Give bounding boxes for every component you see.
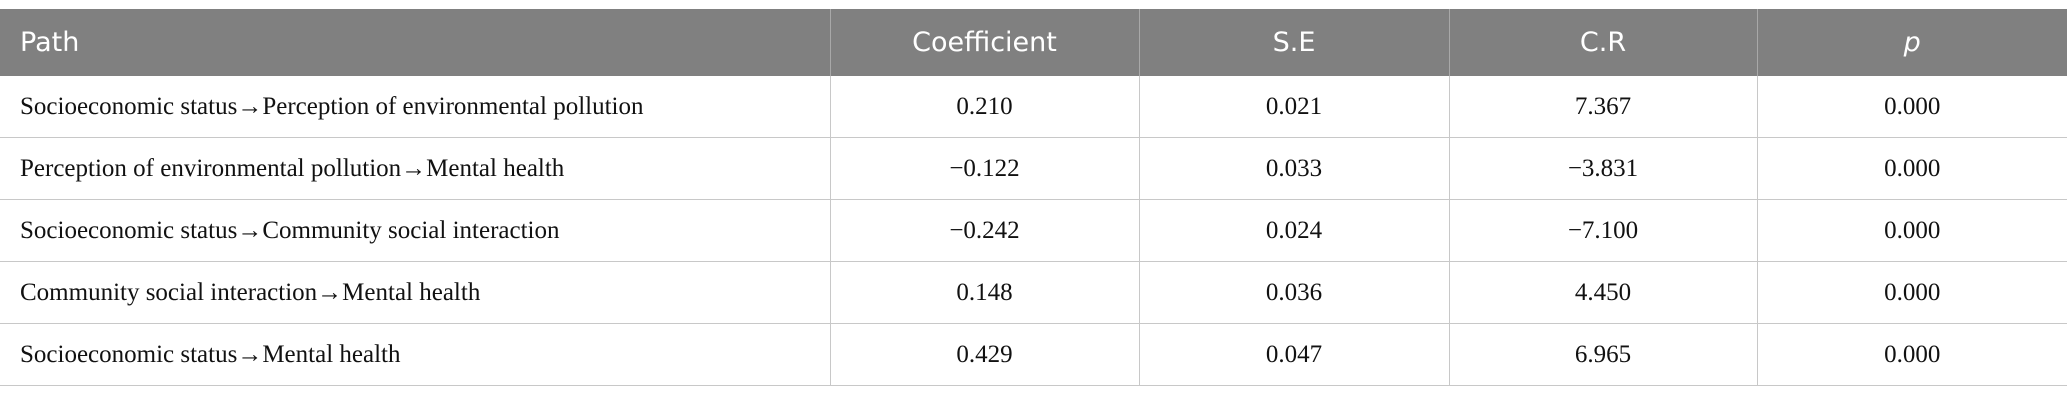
column-header: S.E: [1138, 9, 1449, 76]
value-cell: 0.148: [829, 261, 1139, 324]
header-row: Path Coefficient S.E C.R p: [0, 9, 2067, 76]
table-body: Socioeconomic status→Perception of envir…: [0, 76, 2067, 386]
value-cell: 0.036: [1138, 261, 1449, 324]
path-cell: Socioeconomic status→Perception of envir…: [0, 76, 830, 138]
value-cell: 4.450: [1448, 261, 1757, 324]
column-header: p: [1756, 9, 2067, 76]
value-cell: 7.367: [1448, 76, 1757, 138]
value-cell: 0.021: [1138, 76, 1449, 138]
value-cell: −0.122: [829, 137, 1139, 200]
value-cell: 0.000: [1756, 137, 2067, 200]
column-header: C.R: [1448, 9, 1757, 76]
value-cell: 0.047: [1138, 323, 1449, 386]
value-cell: 0.000: [1756, 199, 2067, 262]
table-row: Perception of environmental pollution→Me…: [0, 137, 2067, 200]
value-cell: 0.024: [1138, 199, 1449, 262]
path-cell: Socioeconomic status→Mental health: [0, 323, 830, 386]
value-cell: 0.210: [829, 76, 1139, 138]
table-container: Path Coefficient S.E C.R p Socioeconomic sta…: [0, 9, 2067, 386]
value-cell: 0.429: [829, 323, 1139, 386]
table-row: Community social interaction→Mental heal…: [0, 261, 2067, 324]
value-cell: −0.242: [829, 199, 1139, 262]
column-header: Path: [0, 9, 830, 76]
path-cell: Socioeconomic status→Community social in…: [0, 199, 830, 262]
table-row: Socioeconomic status→Perception of envir…: [0, 76, 2067, 138]
path-cell: Community social interaction→Mental heal…: [0, 261, 830, 324]
value-cell: 0.033: [1138, 137, 1449, 200]
value-cell: −7.100: [1448, 199, 1757, 262]
column-header: Coefficient: [829, 9, 1139, 76]
value-cell: 0.000: [1756, 76, 2067, 138]
table-row: Socioeconomic status→Community social in…: [0, 199, 2067, 262]
value-cell: −3.831: [1448, 137, 1757, 200]
path-cell: Perception of environmental pollution→Me…: [0, 137, 830, 200]
table-row: Socioeconomic status→Mental health 0.429 0…: [0, 323, 2067, 386]
value-cell: 6.965: [1448, 323, 1757, 386]
value-cell: 0.000: [1756, 323, 2067, 386]
results-table: Path Coefficient S.E C.R p Socioeconomic sta…: [0, 9, 2067, 386]
value-cell: 0.000: [1756, 261, 2067, 324]
